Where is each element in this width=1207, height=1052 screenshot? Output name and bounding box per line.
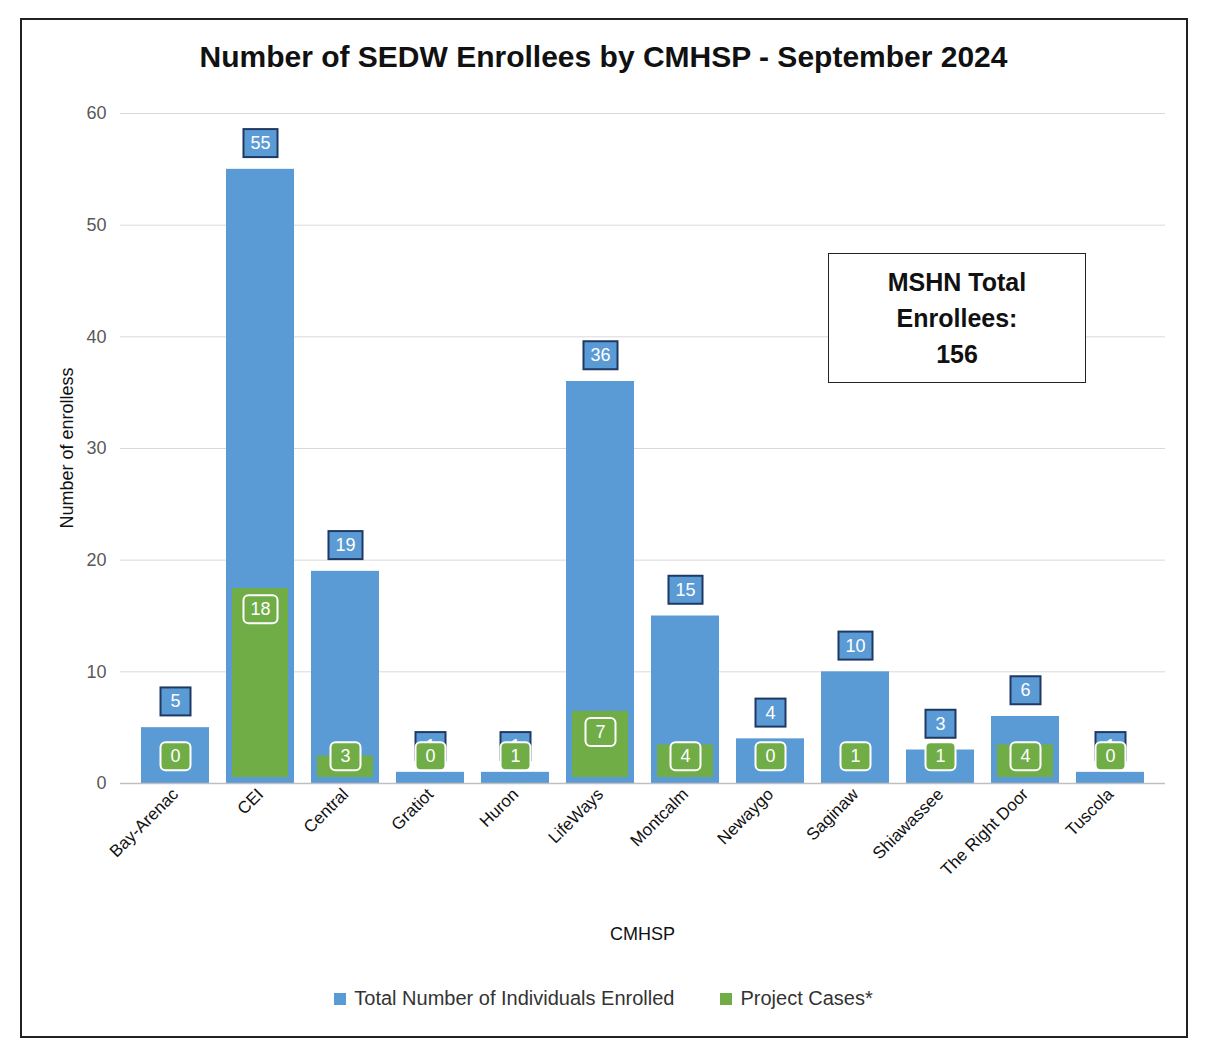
svg-text:40: 40 — [86, 327, 106, 347]
svg-text:Huron: Huron — [476, 785, 522, 831]
html-text:Number of SEDW Enrollees by CM: Number of SEDW Enrollees by CMHSP - Sept… — [199, 40, 1008, 73]
svg-text:The Right Door: The Right Door — [937, 785, 1032, 880]
svg-text:Shiawassee: Shiawassee — [869, 785, 947, 863]
html-text:Number of enrolless: Number of enrolless — [56, 367, 77, 529]
svg-text:50: 50 — [86, 215, 106, 235]
svg-text:Tuscola: Tuscola — [1062, 784, 1117, 839]
svg-text:0: 0 — [765, 746, 775, 766]
svg-text:Saginaw: Saginaw — [803, 784, 863, 844]
svg-text:LifeWays: LifeWays — [545, 785, 607, 847]
html-text:156: 156 — [936, 340, 978, 369]
html-text:MSHN Total: MSHN Total — [887, 267, 1027, 296]
svg-text:0: 0 — [1105, 746, 1115, 766]
svg-text:1: 1 — [935, 746, 945, 766]
svg-text:1: 1 — [850, 746, 860, 766]
svg-text:Newaygo: Newaygo — [714, 785, 778, 849]
svg-text:0: 0 — [170, 746, 180, 766]
svg-text:3: 3 — [340, 746, 350, 766]
svg-text:Central: Central — [300, 785, 352, 837]
svg-text:4: 4 — [680, 746, 690, 766]
svg-text:Montcalm: Montcalm — [627, 785, 693, 851]
html-text:Project Cases*: Project Cases* — [740, 987, 873, 1009]
svg-text:19: 19 — [335, 535, 355, 555]
svg-text:10: 10 — [86, 662, 106, 682]
svg-text:30: 30 — [86, 438, 106, 458]
svg-text:4: 4 — [765, 703, 775, 723]
html-text:Total Number of Individuals En: Total Number of Individuals Enrolled — [354, 987, 675, 1009]
svg-text:CEI: CEI — [234, 785, 267, 818]
svg-text:36: 36 — [590, 345, 610, 365]
svg-text:60: 60 — [86, 103, 106, 123]
svg-text:20: 20 — [86, 550, 106, 570]
svg-text:0: 0 — [425, 746, 435, 766]
html-text:Enrollees:: Enrollees: — [896, 303, 1018, 332]
svg-text:0: 0 — [96, 773, 106, 793]
svg-text:5: 5 — [170, 691, 180, 711]
html-text:CMHSP: CMHSP — [610, 924, 675, 944]
svg-text:Bay-Arenac: Bay-Arenac — [106, 784, 183, 861]
svg-text:1: 1 — [510, 746, 520, 766]
svg-text:4: 4 — [1020, 746, 1030, 766]
svg-text:7: 7 — [595, 722, 605, 742]
svg-text:15: 15 — [675, 580, 695, 600]
svg-text:55: 55 — [250, 133, 270, 153]
svg-text:Gratiot: Gratiot — [388, 785, 438, 835]
svg-text:6: 6 — [1020, 680, 1030, 700]
svg-text:3: 3 — [935, 714, 945, 734]
svg-text:18: 18 — [250, 599, 270, 619]
svg-text:10: 10 — [845, 636, 865, 656]
